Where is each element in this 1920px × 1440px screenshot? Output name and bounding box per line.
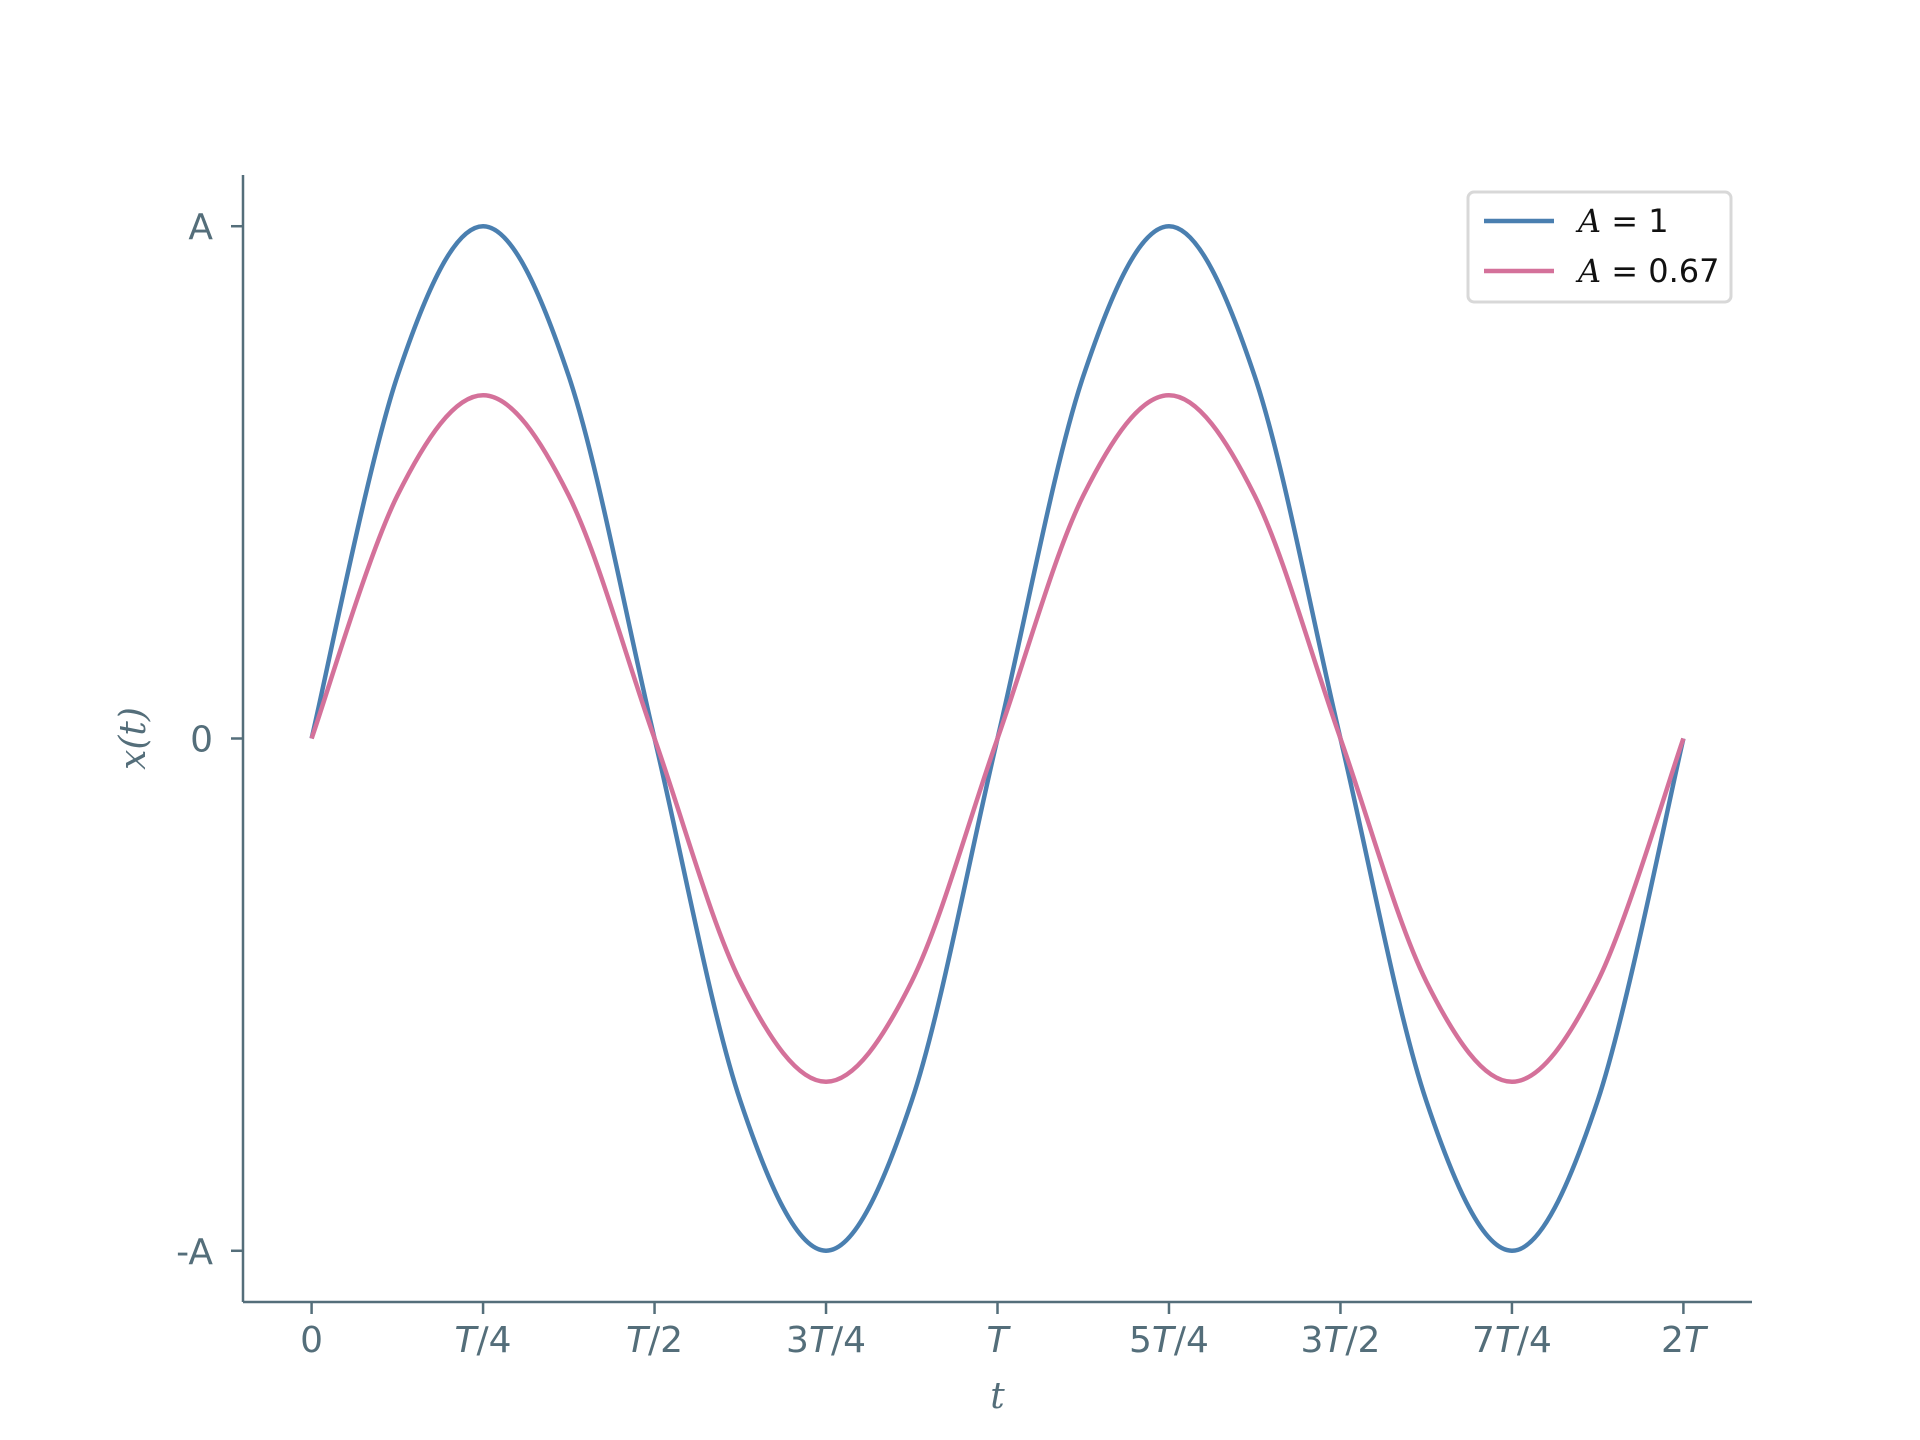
x-tick-label: 3T/2 bbox=[1300, 1320, 1380, 1361]
x-tick-label: 0 bbox=[300, 1320, 323, 1361]
x-tick-label: T bbox=[987, 1320, 1012, 1361]
axes: 0 T/4 T/2 3T/4 T 5T/4 3T/2 7T/4 2T A 0 -A bbox=[176, 175, 1752, 1361]
x-tick-label: 5T/4 bbox=[1129, 1320, 1209, 1361]
x-tick-label: 3T/4 bbox=[786, 1320, 866, 1361]
x-axis-label: t bbox=[990, 1376, 1005, 1417]
x-tick-label: 7T/4 bbox=[1472, 1320, 1552, 1361]
y-tick-label: 0 bbox=[190, 720, 213, 761]
y-axis-label: x(t) bbox=[113, 707, 154, 770]
legend-label: A = 1 bbox=[1575, 202, 1669, 240]
series-line-2 bbox=[309, 393, 1686, 1084]
x-tick-label: T/4 bbox=[455, 1320, 512, 1361]
x-tick-label: 2T bbox=[1661, 1320, 1709, 1361]
y-tick-label: A bbox=[188, 207, 213, 248]
legend-label: A = 0.67 bbox=[1575, 252, 1720, 290]
x-tick-label: T/2 bbox=[626, 1320, 683, 1361]
series-layer bbox=[309, 223, 1686, 1254]
legend: A = 1 A = 0.67 bbox=[1466, 190, 1733, 304]
y-tick-label: -A bbox=[176, 1232, 213, 1273]
